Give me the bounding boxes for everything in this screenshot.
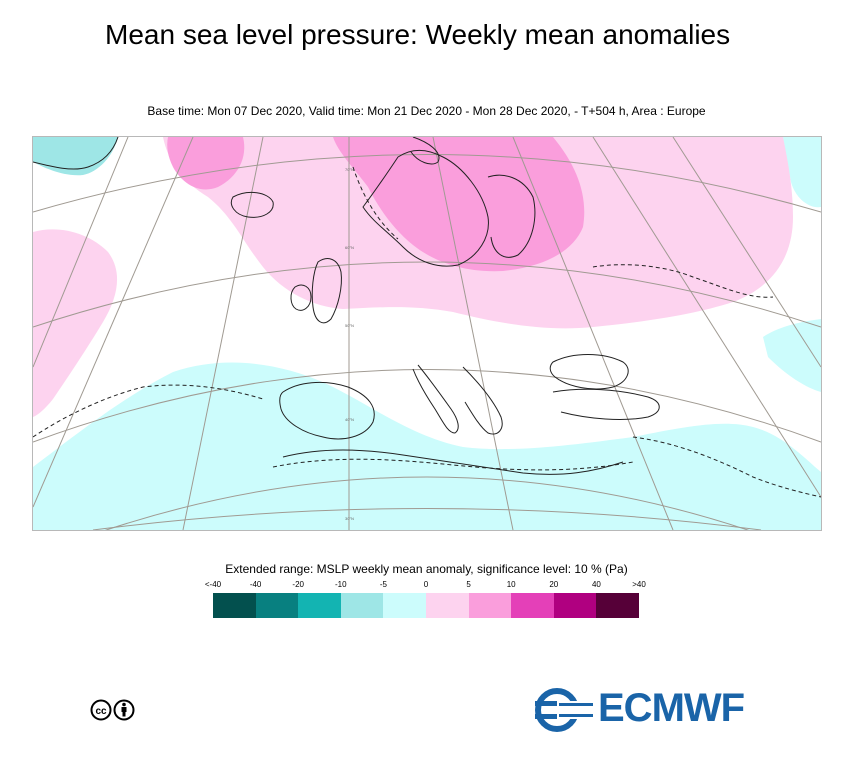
iberia-coast	[279, 382, 375, 440]
legend-tick-label: 20	[549, 580, 559, 589]
legend-tick-label: -20	[292, 580, 304, 589]
contour-north	[352, 166, 399, 240]
label-60n: 60°N	[345, 245, 354, 250]
coastlines	[33, 137, 660, 475]
meridian-10w	[182, 137, 264, 530]
legend-tick-label: 5	[466, 580, 471, 589]
negative-anomaly-layer	[33, 137, 821, 530]
positive-anomaly-layer	[33, 137, 793, 417]
legend-tick-label: <-40	[204, 580, 222, 589]
east-negative-region	[763, 319, 821, 392]
label-50n: 50°N	[345, 323, 354, 328]
northeast-negative-region	[783, 137, 821, 208]
southern-negative-inner	[53, 454, 553, 530]
italy-coast	[412, 364, 459, 434]
meridian-20e	[512, 137, 674, 530]
page-title: Mean sea level pressure: Weekly mean ano…	[105, 19, 731, 50]
legend-swatch-5	[425, 593, 469, 618]
finland-coast	[487, 174, 536, 258]
legend-swatch-7	[511, 593, 554, 618]
legend-tick-label: -5	[379, 580, 387, 589]
map-svg: 70°N 60°N 50°N 40°N 30°N	[33, 137, 821, 530]
legend-swatch-6	[468, 593, 512, 618]
parallel-50n	[33, 369, 821, 443]
meridian-30w	[33, 137, 129, 368]
legend-tick-label: >40	[632, 580, 646, 589]
legend-swatch-8	[553, 593, 597, 618]
label-70n: 70°N	[345, 167, 354, 172]
parallel-30n	[92, 508, 762, 530]
label-30n: 30°N	[345, 516, 354, 521]
turkey-coast	[552, 388, 660, 420]
black-sea-coast	[549, 354, 629, 390]
svalbard-coast	[410, 137, 440, 165]
meridian-10e	[432, 137, 514, 530]
cc-by-icon: cc	[90, 699, 136, 721]
contour-east	[592, 264, 774, 298]
scandinavia-coast	[362, 149, 489, 267]
legend-tick-label: 10	[506, 580, 516, 589]
british-isles-coast	[311, 258, 342, 324]
legend-tick-label: 40	[591, 580, 601, 589]
parallel-40n	[104, 476, 750, 530]
ecmwf-emblem-icon	[535, 688, 595, 732]
contour-west	[33, 384, 264, 438]
legend-swatch-2	[298, 593, 341, 618]
meridian-20w	[33, 137, 194, 508]
north-africa-coast	[282, 449, 624, 475]
graticule-labels: 70°N 60°N 50°N 40°N 30°N	[345, 167, 354, 521]
legend-tick-label: -10	[335, 580, 347, 589]
legend-tick-label: 0	[423, 580, 429, 589]
anomaly-map: 70°N 60°N 50°N 40°N 30°N	[32, 136, 822, 531]
ireland-coast	[290, 284, 312, 311]
meridian-40e	[672, 137, 821, 368]
greenland-coast	[33, 137, 119, 170]
graticule	[33, 137, 821, 530]
scandinavia-moderate-positive-region	[333, 137, 585, 272]
legend-color-bar	[213, 593, 639, 618]
legend-swatch-4	[383, 593, 426, 618]
meridian-30e	[592, 137, 821, 498]
balkans-greece-coast	[462, 366, 503, 435]
parallel-70n	[33, 154, 821, 213]
western-weak-positive-region	[33, 229, 118, 417]
legend-tick-label: -40	[249, 580, 262, 589]
chart-subtitle: Base time: Mon 07 Dec 2020, Valid time: …	[147, 104, 706, 118]
legend-ticks: <-40 -40 -20 -10 -5 0 5 10 20 40 >40	[200, 580, 660, 592]
legend-swatch-9	[596, 593, 639, 618]
significance-contours	[33, 166, 821, 498]
contour-south	[272, 458, 634, 471]
legend-swatch-3	[340, 593, 384, 618]
southeast-negative-blob	[623, 435, 693, 467]
label-40n: 40°N	[345, 417, 354, 422]
northwest-negative-region	[33, 137, 118, 176]
legend-swatch-1	[255, 593, 299, 618]
legend-swatch-0	[213, 593, 256, 618]
legend-title: Extended range: MSLP weekly mean anomaly…	[225, 562, 628, 576]
ecmwf-logo-text: ECMWF	[598, 686, 745, 730]
contour-southeast	[632, 436, 821, 498]
svg-text:cc: cc	[95, 706, 107, 717]
iceland-coast	[230, 191, 274, 218]
ecmwf-logo: ECMWF	[535, 686, 770, 732]
